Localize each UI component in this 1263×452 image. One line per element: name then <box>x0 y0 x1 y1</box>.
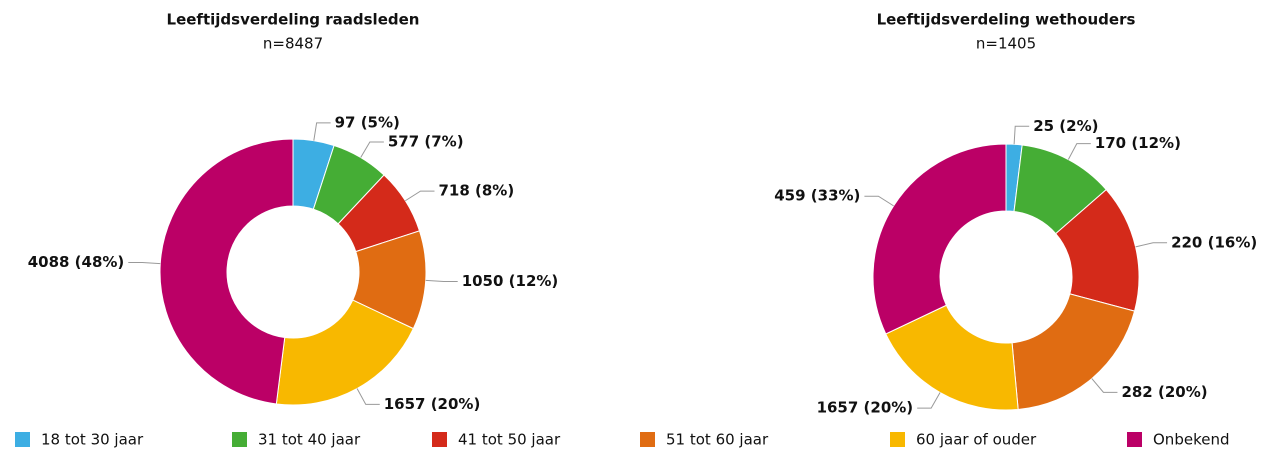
donut-slice <box>885 304 1019 411</box>
legend-swatch <box>890 432 905 447</box>
donut-slice <box>275 299 415 406</box>
data-label: 1657 (20%) <box>817 399 914 417</box>
legend-label: 41 tot 50 jaar <box>458 431 561 449</box>
legend-label: 18 tot 30 jaar <box>41 431 144 449</box>
data-label: 97 (5%) <box>335 113 400 131</box>
legend-label: 60 jaar of ouder <box>916 431 1037 449</box>
data-label: 282 (20%) <box>1121 383 1207 401</box>
leader-line <box>425 279 458 282</box>
donut-slice <box>872 143 1007 335</box>
leader-line <box>356 388 380 405</box>
leader-line <box>405 190 435 202</box>
donut-slice <box>159 138 294 405</box>
chart-subtitle: n=1405 <box>976 35 1036 53</box>
leader-line <box>128 262 161 265</box>
legend-swatch <box>640 432 655 447</box>
legend-swatch <box>1127 432 1142 447</box>
chart-title: Leeftijdsverdeling wethouders <box>877 11 1136 29</box>
data-label: 220 (16%) <box>1171 233 1257 251</box>
leader-line <box>1013 125 1030 145</box>
data-label: 170 (12%) <box>1095 134 1181 152</box>
legend-swatch <box>15 432 30 447</box>
chart-subtitle: n=8487 <box>263 35 323 53</box>
donut-slice <box>1011 293 1136 410</box>
data-label: 25 (2%) <box>1033 117 1098 135</box>
leader-line <box>313 122 331 141</box>
legend-label: 31 tot 40 jaar <box>258 431 361 449</box>
legend-swatch <box>232 432 247 447</box>
data-label: 1657 (20%) <box>384 395 481 413</box>
leader-line <box>864 195 894 207</box>
legend-swatch <box>432 432 447 447</box>
data-label: 459 (33%) <box>774 187 860 205</box>
leader-line <box>360 141 384 158</box>
data-label: 4088 (48%) <box>28 253 125 271</box>
legend-label: Onbekend <box>1153 431 1229 449</box>
chart-title: Leeftijdsverdeling raadsleden <box>167 11 420 29</box>
leader-line <box>1091 378 1118 393</box>
data-label: 718 (8%) <box>438 182 514 200</box>
leader-line <box>1067 143 1091 160</box>
legend-label: 51 tot 60 jaar <box>666 431 769 449</box>
leader-line <box>1135 242 1168 248</box>
leader-line <box>917 392 941 409</box>
data-label: 1050 (12%) <box>462 272 559 290</box>
data-label: 577 (7%) <box>388 133 464 151</box>
